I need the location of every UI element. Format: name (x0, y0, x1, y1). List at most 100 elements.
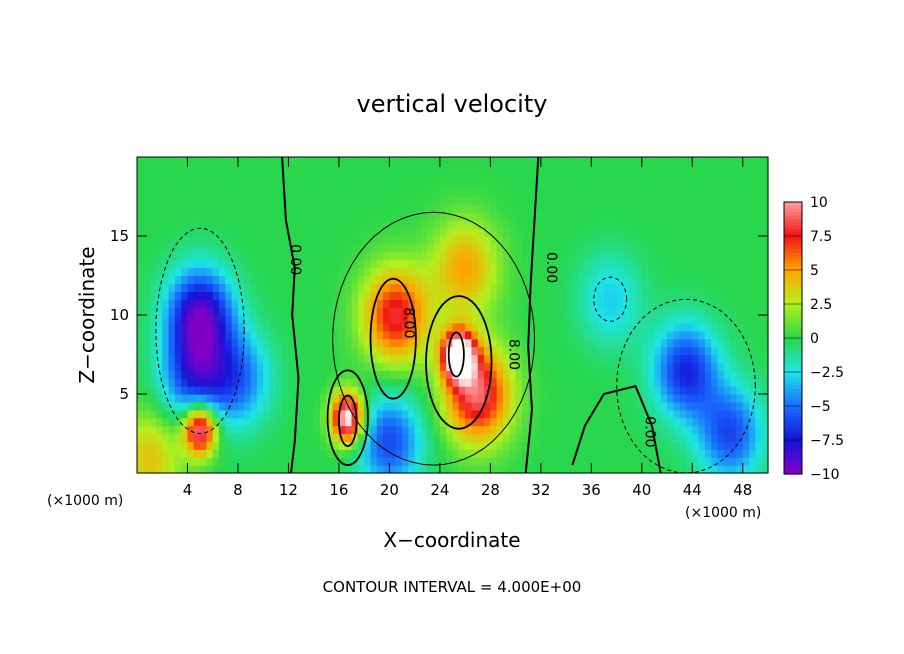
heat-cell (547, 251, 555, 261)
heat-cell (578, 378, 586, 387)
heat-cell (667, 394, 674, 403)
heat-cell (641, 307, 649, 316)
heat-cell (244, 401, 252, 411)
heat-cell (559, 425, 567, 435)
heat-cell (603, 299, 611, 308)
heat-cell (717, 465, 725, 474)
heat-cell (591, 228, 599, 237)
heat-cell (616, 449, 624, 458)
heat-cell (433, 243, 441, 253)
heat-cell (711, 370, 719, 379)
heat-cell (212, 299, 220, 308)
heat-cell (698, 386, 706, 395)
heat-cell (256, 386, 264, 395)
heat-cell (149, 338, 157, 348)
heat-cell (585, 196, 592, 205)
heat-cell (357, 338, 365, 348)
colorbar-swatch (784, 270, 802, 274)
heat-cell (294, 299, 302, 308)
heat-cell (484, 259, 491, 269)
heat-cell (338, 196, 346, 205)
heat-cell (452, 441, 460, 450)
heat-cell (660, 188, 668, 198)
heat-cell (307, 409, 315, 419)
heat-cell (269, 401, 277, 411)
heat-cell (294, 220, 302, 229)
heat-cell (376, 275, 384, 284)
heat-cell (212, 220, 220, 229)
heat-cell (597, 386, 605, 395)
heat-cell (477, 346, 485, 356)
heat-cell (742, 243, 750, 253)
heat-cell (679, 220, 687, 229)
heat-cell (704, 299, 712, 308)
heat-cell (338, 180, 346, 190)
heat-cell (749, 315, 756, 324)
heat-cell (585, 433, 592, 442)
heat-cell (319, 275, 327, 284)
colorbar-swatch (784, 392, 802, 397)
heat-cell (149, 433, 157, 442)
heat-cell (572, 196, 580, 205)
heat-cell (761, 425, 769, 435)
heat-cell (345, 188, 353, 198)
heat-cell (263, 370, 271, 379)
heat-cell (319, 465, 327, 474)
heat-cell (648, 212, 656, 221)
heat-cell (149, 188, 157, 198)
heat-cell (761, 417, 769, 427)
heat-cell (275, 220, 283, 229)
heat-cell (408, 433, 416, 442)
heat-cell (439, 346, 447, 356)
colorbar-swatch (784, 327, 802, 332)
heat-cell (137, 409, 144, 419)
heat-cell (351, 188, 359, 198)
heat-cell (193, 157, 201, 166)
heat-cell (591, 188, 599, 198)
heat-cell (212, 196, 220, 205)
heat-cell (547, 378, 555, 387)
heat-cell (685, 465, 693, 474)
heat-cell (351, 220, 359, 229)
heat-cell (591, 338, 599, 348)
heat-cell (553, 457, 561, 466)
heat-cell (629, 291, 637, 300)
heat-cell (622, 433, 630, 442)
heat-cell (143, 465, 151, 474)
heat-cell (502, 267, 510, 277)
heat-cell (673, 417, 681, 427)
heat-cell (237, 417, 245, 427)
heat-cell (383, 228, 390, 237)
heat-cell (742, 251, 750, 261)
heat-cell (591, 465, 599, 474)
heat-cell (187, 354, 195, 363)
heat-cell (490, 465, 498, 474)
heat-cell (515, 457, 523, 466)
heat-cell (338, 386, 346, 395)
heat-cell (610, 251, 618, 261)
heat-cell (263, 259, 271, 269)
heat-cell (515, 307, 523, 316)
heat-cell (471, 401, 479, 411)
heat-cell (534, 180, 542, 190)
heat-cell (143, 457, 151, 466)
heat-cell (603, 457, 611, 466)
heat-cell (458, 378, 466, 387)
heat-cell (673, 330, 681, 340)
heat-cell (414, 307, 422, 316)
heat-cell (364, 228, 372, 237)
heat-cell (723, 283, 731, 292)
heat-cell (667, 251, 674, 261)
heat-cell (149, 457, 157, 466)
heat-cell (137, 188, 144, 198)
heat-cell (307, 251, 315, 261)
heat-cell (755, 228, 763, 237)
heat-cell (357, 370, 365, 379)
heat-cell (206, 465, 214, 474)
contour-interval-note: CONTOUR INTERVAL = 4.000E+00 (323, 578, 582, 596)
heat-cell (673, 401, 681, 411)
heat-cell (616, 394, 624, 403)
heat-cell (301, 220, 308, 229)
heat-cell (471, 425, 479, 435)
